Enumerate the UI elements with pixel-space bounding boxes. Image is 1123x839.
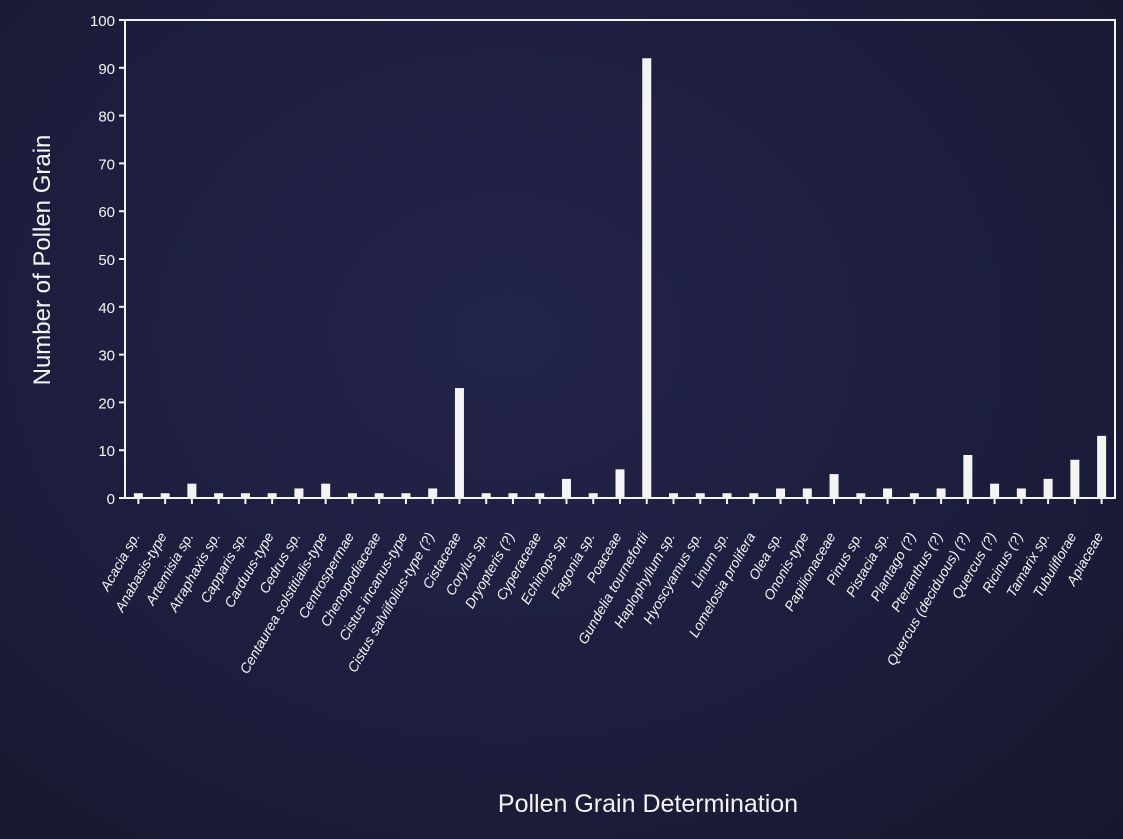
bar (776, 488, 786, 498)
y-tick-label: 90 (98, 61, 115, 78)
bar (428, 488, 438, 498)
y-tick-label: 100 (90, 13, 115, 30)
bar (1043, 478, 1053, 498)
bar (240, 493, 250, 498)
x-axis (137, 498, 1103, 504)
bar (909, 493, 919, 498)
bar (1070, 459, 1080, 498)
y-tick-label: 40 (98, 300, 115, 317)
y-tick-label: 80 (98, 109, 115, 126)
y-tick-label: 30 (98, 348, 115, 365)
y-tick-label: 70 (98, 156, 115, 173)
y-tick-label: 0 (107, 491, 115, 508)
plot-frame (124, 19, 1116, 499)
bar (347, 493, 357, 498)
bar (802, 488, 812, 498)
bar (829, 474, 839, 498)
bars (133, 58, 1107, 499)
bar (883, 488, 893, 498)
bar (856, 493, 866, 498)
y-tick-label: 50 (98, 252, 115, 269)
bar (722, 493, 732, 498)
bar (294, 488, 304, 498)
bar (588, 493, 598, 498)
bar (669, 493, 679, 498)
bar (267, 493, 277, 498)
bar (1016, 488, 1026, 498)
y-axis: 0 10 20 30 40 50 60 70 80 90 100 (90, 13, 125, 508)
bar (454, 388, 464, 498)
bar (508, 493, 518, 498)
bar (214, 493, 224, 498)
y-tick-label: 60 (98, 204, 115, 221)
bar (963, 454, 973, 498)
bar (615, 469, 625, 498)
bar (401, 493, 411, 498)
bar (749, 493, 759, 498)
bar (187, 483, 197, 498)
bar (374, 493, 384, 498)
bar (695, 493, 705, 498)
bar (936, 488, 946, 498)
y-axis-label: Number of Pollen Grain (29, 135, 56, 386)
bar (1097, 435, 1107, 498)
bar (321, 483, 331, 498)
bar (481, 493, 491, 498)
bar (160, 493, 170, 498)
bar (642, 58, 652, 499)
bar (133, 493, 143, 498)
bar (990, 483, 1000, 498)
bar (535, 493, 545, 498)
y-tick-label: 20 (98, 395, 115, 412)
bar (561, 478, 571, 498)
y-tick-label: 10 (98, 443, 115, 460)
x-axis-label: Pollen Grain Determination (498, 790, 798, 818)
